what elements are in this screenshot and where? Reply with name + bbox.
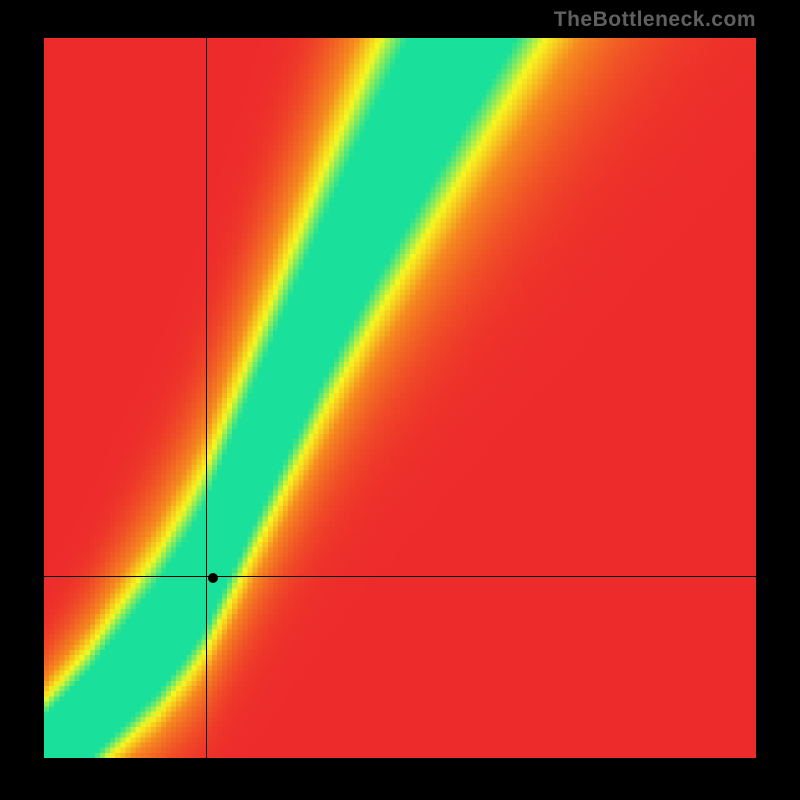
attribution-text: TheBottleneck.com [554, 8, 756, 32]
marker-dot [208, 573, 218, 583]
heatmap-canvas [44, 38, 756, 758]
crosshair-horizontal [44, 576, 756, 577]
crosshair-vertical [206, 38, 207, 758]
